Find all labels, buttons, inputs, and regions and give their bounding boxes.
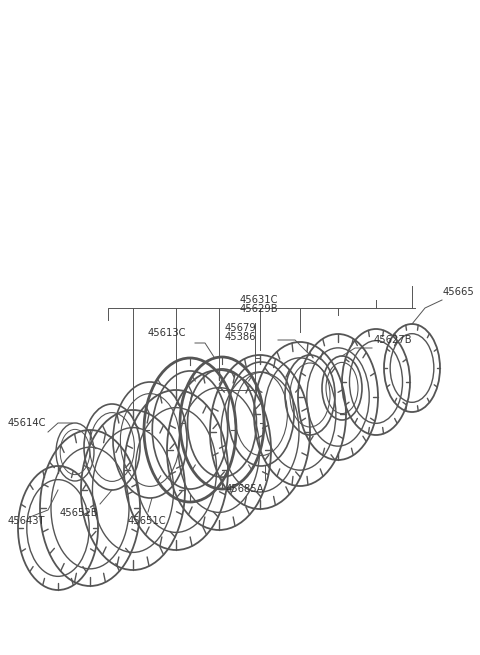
Text: 45613C: 45613C bbox=[148, 328, 187, 338]
Text: 45679: 45679 bbox=[225, 323, 257, 333]
Text: 45685A: 45685A bbox=[226, 484, 264, 494]
Text: 45643T: 45643T bbox=[8, 516, 46, 526]
Text: 45651C: 45651C bbox=[128, 516, 167, 526]
Text: 45386: 45386 bbox=[225, 332, 256, 342]
Text: 45652B: 45652B bbox=[60, 508, 98, 518]
Text: 45631C: 45631C bbox=[240, 295, 278, 305]
Text: 45627B: 45627B bbox=[374, 335, 413, 345]
Text: 45629B: 45629B bbox=[240, 304, 278, 314]
Text: 45665: 45665 bbox=[443, 287, 475, 297]
Text: 45614C: 45614C bbox=[8, 418, 47, 428]
